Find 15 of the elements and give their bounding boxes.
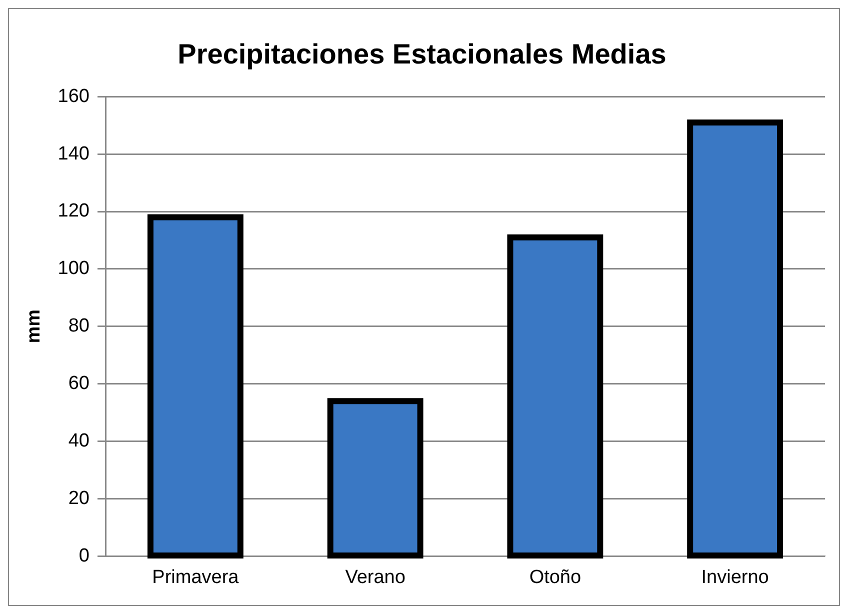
y-tick-label: 20	[68, 488, 90, 509]
y-tick-label: 60	[68, 373, 90, 394]
y-tick-label: 0	[78, 545, 90, 566]
y-tick-label: 100	[58, 258, 90, 280]
x-tick-label: Otoño	[529, 566, 582, 588]
y-tick-label: 40	[68, 430, 90, 452]
y-tick-label: 140	[58, 143, 90, 164]
y-tick-label: 160	[58, 86, 90, 107]
x-tick-label: Invierno	[701, 566, 769, 588]
x-tick-label: Primavera	[152, 566, 240, 588]
y-tick-label: 120	[58, 200, 90, 222]
y-axis-title: mm	[24, 310, 45, 344]
y-tick-label: 80	[68, 316, 90, 337]
x-tick-label: Verano	[345, 566, 406, 588]
chart-title: Precipitaciones Estacionales Medias	[178, 38, 666, 70]
